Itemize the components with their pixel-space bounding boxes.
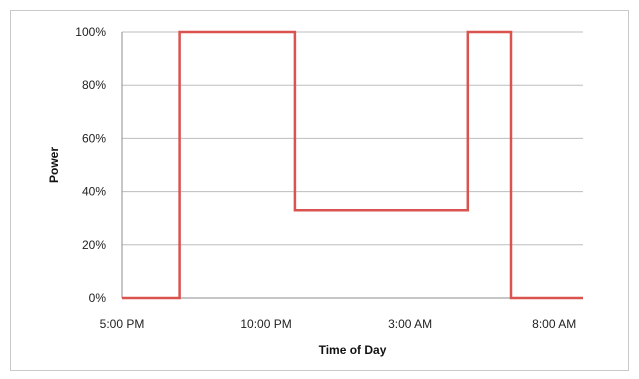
y-tick-labels: 0% 20% 40% 60% 80% 100% (75, 25, 106, 305)
y-tick-label-4: 80% (82, 78, 106, 92)
y-tick-label-2: 40% (82, 185, 106, 199)
x-tick-labels: 5:00 PM 10:00 PM 3:00 AM 8:00 AM (100, 317, 577, 331)
x-axis-title: Time of Day (319, 343, 387, 357)
x-tick-label-3: 8:00 AM (532, 317, 576, 331)
x-tick-label-2: 3:00 AM (388, 317, 432, 331)
y-tick-label-5: 100% (75, 25, 106, 39)
y-tick-label-3: 60% (82, 131, 106, 145)
y-tick-label-1: 20% (82, 238, 106, 252)
x-tick-label-0: 5:00 PM (100, 317, 145, 331)
chart-frame (10, 10, 629, 371)
gridlines (122, 31, 583, 246)
y-axis-title: Power (47, 147, 61, 183)
axes (121, 32, 583, 299)
y-tick-label-0: 0% (89, 291, 107, 305)
series-layer (122, 30, 583, 300)
x-tick-label-1: 10:00 PM (240, 317, 291, 331)
series-line-0 (122, 30, 583, 300)
